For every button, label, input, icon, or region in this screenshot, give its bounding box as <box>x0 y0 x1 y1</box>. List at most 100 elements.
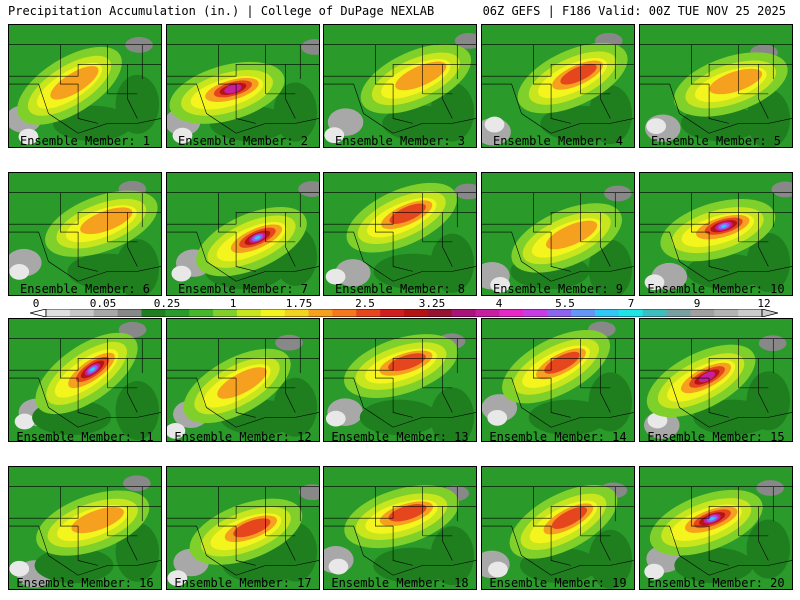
state-border <box>691 44 710 85</box>
state-border <box>758 506 769 561</box>
ensemble-member-map <box>166 24 320 148</box>
precip-contour <box>588 372 633 432</box>
state-border <box>482 358 634 371</box>
colorbar-segment <box>93 309 119 317</box>
state-border <box>691 338 710 379</box>
ensemble-member-map <box>166 172 320 296</box>
ensemble-member-label: Ensemble Member: 11 <box>16 430 154 444</box>
dry-area <box>324 127 345 144</box>
state-border <box>600 506 611 561</box>
precip-contour <box>115 522 160 582</box>
colorbar-segment <box>714 309 739 317</box>
state-border <box>375 192 394 233</box>
state-border <box>324 506 476 519</box>
state-border <box>60 338 79 379</box>
ensemble-member-map <box>639 466 793 590</box>
ensemble-member-map <box>323 318 477 442</box>
dry-area <box>328 558 349 575</box>
colorbar-tick-label: 12 <box>757 297 771 310</box>
state-border <box>442 212 453 267</box>
state-border <box>235 232 256 272</box>
colorbar-segment <box>618 309 644 317</box>
precip-contour <box>115 380 160 440</box>
ensemble-member-label: Ensemble Member: 16 <box>16 576 154 590</box>
ensemble-member-map <box>639 24 793 148</box>
dry-area <box>487 409 508 426</box>
low-precip-area <box>301 39 319 55</box>
precip-contour <box>217 367 267 399</box>
state-border <box>127 64 138 119</box>
colorbar-segment <box>499 309 524 317</box>
state-border <box>640 231 792 282</box>
ensemble-member-label: Ensemble Member: 5 <box>650 134 782 148</box>
ensemble-member-label: Ensemble Member: 19 <box>489 576 627 590</box>
state-border <box>550 378 571 418</box>
precip-contour <box>388 504 427 522</box>
colorbar-segment <box>475 309 500 317</box>
dry-area <box>172 127 193 144</box>
colorbar-segment <box>547 309 572 317</box>
state-border <box>9 64 161 77</box>
colorbar-segment <box>236 309 262 317</box>
state-border <box>640 506 792 519</box>
ensemble-member-map <box>8 172 162 296</box>
state-border <box>218 44 237 85</box>
ensemble-member-label: Ensemble Member: 14 <box>489 430 627 444</box>
ensemble-member-map <box>481 172 635 296</box>
dry-area <box>647 412 668 429</box>
colorbar-segment <box>404 309 429 317</box>
ensemble-member-label: Ensemble Member: 15 <box>647 430 785 444</box>
precip-contour <box>588 529 633 589</box>
state-border <box>285 64 296 119</box>
colorbar-segment <box>690 309 715 317</box>
colorbar-segment <box>571 309 596 317</box>
precip-contour <box>50 66 99 100</box>
precip-contour <box>34 547 114 584</box>
state-border <box>482 377 634 428</box>
colorbar-tick-label: 5.5 <box>555 297 575 310</box>
colorbar-segment <box>189 309 214 317</box>
state-border <box>218 338 237 379</box>
ensemble-member-map <box>166 318 320 442</box>
ensemble-member-label: Ensemble Member: 8 <box>334 282 466 296</box>
precip-contour <box>115 239 160 295</box>
state-border <box>640 83 792 134</box>
low-precip-area <box>298 484 319 501</box>
state-border <box>235 84 256 124</box>
state-border <box>442 64 453 119</box>
precip-contour <box>546 220 598 250</box>
state-border <box>640 212 792 225</box>
precip-contour <box>395 61 447 91</box>
precip-contour <box>720 224 727 228</box>
state-border <box>708 232 729 272</box>
colorbar-segment <box>642 309 668 317</box>
ensemble-member-label: Ensemble Member: 7 <box>177 282 309 296</box>
low-precip-area <box>603 185 632 202</box>
state-border <box>533 338 552 379</box>
state-border <box>167 64 319 77</box>
state-border <box>533 192 552 233</box>
low-precip-area <box>123 475 151 492</box>
state-border <box>77 378 98 418</box>
low-precip-area <box>756 480 785 496</box>
ensemble-member-map <box>323 24 477 148</box>
dry-area <box>644 274 665 291</box>
dry-area <box>18 128 39 145</box>
precip-contour <box>89 367 96 372</box>
ensemble-member-map <box>481 24 635 148</box>
state-border <box>324 83 476 134</box>
state-border <box>235 378 256 418</box>
precip-contour <box>746 371 791 431</box>
state-border <box>9 377 161 428</box>
precip-contour <box>80 207 133 235</box>
precip-contour <box>389 203 426 224</box>
state-border <box>708 526 729 566</box>
state-border <box>127 358 138 413</box>
state-border <box>640 525 792 576</box>
precip-contour <box>71 507 124 534</box>
ensemble-member-map <box>639 172 793 296</box>
precip-contour <box>746 519 791 579</box>
ensemble-member-label: Ensemble Member: 3 <box>334 134 466 148</box>
dry-area <box>644 563 665 580</box>
state-border <box>167 377 319 428</box>
